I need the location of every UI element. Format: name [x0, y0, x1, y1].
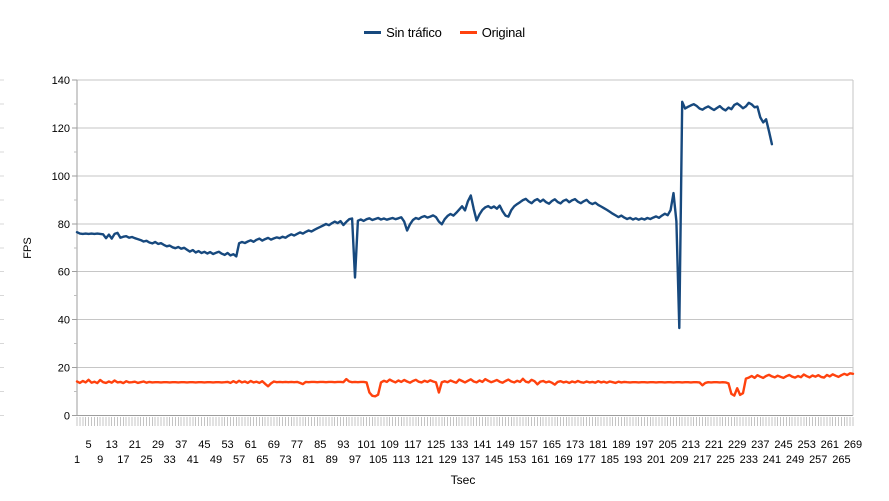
legend-label-sin-trafico: Sin tráfico: [386, 25, 442, 40]
x-tick-label: 137: [462, 454, 480, 466]
x-tick-label: 205: [659, 439, 677, 451]
x-tick-label: 21: [129, 439, 141, 451]
legend-item-original: Original: [459, 25, 525, 40]
y-axis-title: FPS: [22, 237, 34, 259]
x-tick-label: 193: [624, 454, 642, 466]
x-tick-label: 73: [279, 454, 291, 466]
x-tick-label: 125: [427, 439, 445, 451]
x-tick-label: 189: [612, 439, 630, 451]
x-tick-label: 49: [210, 454, 222, 466]
x-tick-label: 77: [291, 439, 303, 451]
x-tick-label: 17: [117, 454, 129, 466]
x-tick-label: 229: [728, 439, 746, 451]
y-tick-label: 60: [58, 267, 70, 279]
x-axis-title: Tsec: [450, 473, 476, 487]
x-tick-label: 61: [245, 439, 257, 451]
x-tick-label: 1: [74, 454, 80, 466]
x-tick-label: 105: [369, 454, 387, 466]
x-tick-label: 249: [786, 454, 804, 466]
x-tick-label: 265: [832, 454, 850, 466]
y-tick-label: 40: [58, 315, 70, 327]
y-tick-label: 80: [58, 219, 70, 231]
x-tick-label: 149: [496, 439, 514, 451]
x-tick-label: 261: [821, 439, 839, 451]
x-tick-label: 45: [198, 439, 210, 451]
x-tick-label: 233: [740, 454, 758, 466]
legend-label-original: Original: [481, 25, 525, 40]
legend-item-sin-trafico: Sin tráfico: [364, 25, 442, 40]
y-tick-label: 0: [64, 411, 70, 423]
x-tick-label: 89: [326, 454, 338, 466]
x-tick-label: 185: [601, 454, 619, 466]
y-tick-label: 20: [58, 363, 70, 375]
x-tick-label: 13: [106, 439, 118, 451]
x-tick-label: 109: [381, 439, 399, 451]
y-tick-label: 120: [52, 123, 70, 135]
x-tick-label: 217: [693, 454, 711, 466]
x-tick-label: 253: [797, 439, 815, 451]
x-tick-label: 29: [152, 439, 164, 451]
x-tick-label: 245: [774, 439, 792, 451]
x-tick-label: 85: [314, 439, 326, 451]
x-tick-label: 65: [256, 454, 268, 466]
x-tick-label: 181: [589, 439, 607, 451]
x-tick-label: 101: [357, 439, 375, 451]
legend-line-swatch-original: [459, 31, 477, 34]
x-tick-label: 37: [175, 439, 187, 451]
x-tick-label: 177: [577, 454, 595, 466]
x-tick-label: 197: [635, 439, 653, 451]
x-tick-label: 129: [438, 454, 456, 466]
x-tick-label: 157: [520, 439, 538, 451]
x-tick-label: 161: [531, 454, 549, 466]
x-tick-label: 121: [415, 454, 433, 466]
x-tick-label: 81: [303, 454, 315, 466]
x-tick-label: 165: [543, 439, 561, 451]
y-tick-label: 140: [52, 75, 70, 87]
x-tick-label: 269: [844, 439, 862, 451]
x-tick-label: 241: [763, 454, 781, 466]
x-tick-label: 169: [554, 454, 572, 466]
x-tick-label: 117: [404, 439, 422, 451]
x-tick-label: 209: [670, 454, 688, 466]
series-line-0: [75, 100, 774, 330]
x-tick-label: 41: [187, 454, 199, 466]
series-line-1: [75, 372, 855, 398]
x-tick-label: 133: [450, 439, 468, 451]
x-tick-label: 257: [809, 454, 827, 466]
x-tick-label: 69: [268, 439, 280, 451]
x-tick-label: 33: [164, 454, 176, 466]
x-tick-label: 237: [751, 439, 769, 451]
x-tick-label: 213: [682, 439, 700, 451]
x-tick-label: 141: [473, 439, 491, 451]
legend-line-swatch-sin-trafico: [364, 31, 382, 34]
x-tick-label: 145: [485, 454, 503, 466]
x-tick-label: 153: [508, 454, 526, 466]
x-tick-label: 221: [705, 439, 723, 451]
x-tick-label: 5: [86, 439, 92, 451]
x-tick-label: 25: [140, 454, 152, 466]
x-tick-label: 173: [566, 439, 584, 451]
y-tick-label: 100: [52, 171, 70, 183]
x-tick-label: 53: [221, 439, 233, 451]
x-tick-label: 97: [349, 454, 361, 466]
chart-legend: Sin tráfico Original: [0, 25, 889, 40]
x-tick-label: 113: [393, 454, 411, 466]
x-tick-label: 57: [233, 454, 245, 466]
x-tick-label: 9: [97, 454, 103, 466]
x-tick-label: 93: [337, 439, 349, 451]
x-tick-label: 225: [716, 454, 734, 466]
x-tick-label: 201: [647, 454, 665, 466]
